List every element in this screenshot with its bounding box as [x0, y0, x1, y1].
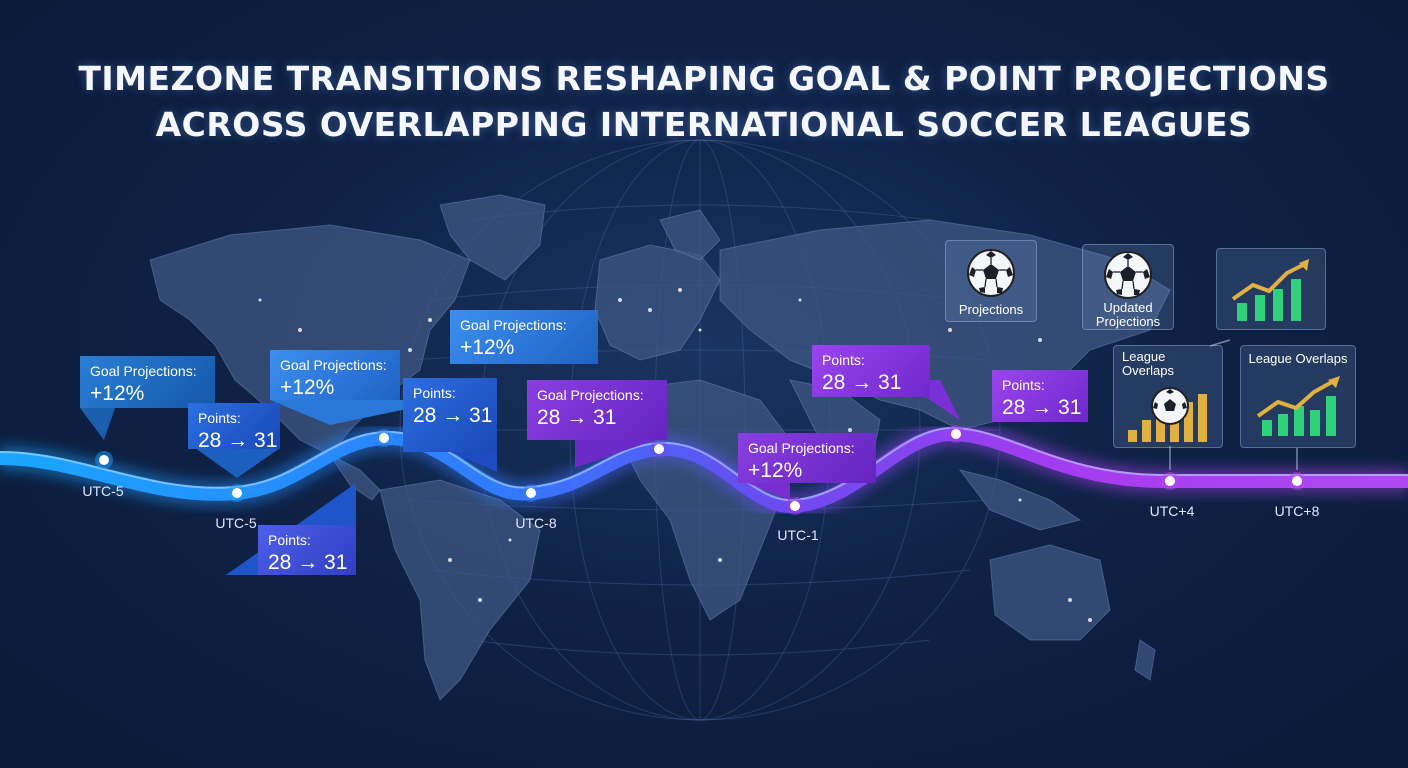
node-utc+8: [1288, 472, 1306, 490]
node-mid-a: [375, 429, 393, 447]
card-league-line2: Overlaps: [1122, 363, 1175, 378]
growth-chart-icon: [1231, 259, 1309, 321]
callout-label: Points:: [413, 385, 456, 401]
card-growth-chart: [1216, 248, 1326, 330]
timezone-label: UTC-5: [82, 483, 124, 499]
timezone-label: UTC-5: [215, 515, 257, 531]
node-utc-1: [786, 497, 804, 515]
timezone-label: UTC-1: [777, 527, 819, 543]
callout-points-1: Points: 28 → 31: [188, 403, 280, 453]
callout-goal-projections-2: Goal Projections: +12%: [270, 350, 400, 400]
bar-chart-icon: [1128, 387, 1207, 442]
callout-value: +12%: [460, 336, 515, 360]
callout-label: Goal Projections:: [280, 357, 387, 373]
card-league-overlaps-2: League Overlaps: [1240, 345, 1356, 448]
node-utc-5-b: [228, 484, 246, 502]
timezone-label: UTC+4: [1149, 503, 1195, 519]
callout-points-3: Points: 28 → 31: [403, 378, 497, 452]
callout-value: 28 → 31: [413, 404, 493, 428]
callout-value: +12%: [280, 376, 335, 400]
card-updated-projections: Updated Projections: [1082, 244, 1174, 330]
timezone-label: UTC+8: [1274, 503, 1320, 519]
callout-label: Goal Projections:: [748, 440, 855, 456]
callout-label: Goal Projections:: [90, 363, 197, 379]
callout-goal-projections-1: Goal Projections: +12%: [80, 356, 215, 408]
callout-goal-projections-4: Goal Projections: 28 → 31: [527, 380, 667, 440]
card-updated-line2: Projections: [1095, 314, 1161, 329]
card-projections-label: Projections: [958, 302, 1024, 317]
callout-goal-projections-3: Goal Projections: +12%: [450, 310, 598, 364]
callout-label: Points:: [822, 352, 865, 368]
callout-points-4: Points: 28 → 31: [812, 345, 930, 397]
node-mid-c: [947, 425, 965, 443]
callout-label: Points:: [1002, 377, 1045, 393]
node-utc-5-a: [95, 451, 113, 469]
growth-chart-icon: [1256, 376, 1340, 436]
callout-value: 28 → 31: [268, 551, 348, 575]
card-projections: Projections: [945, 240, 1037, 322]
soccer-ball-icon: [1151, 387, 1189, 425]
callout-points-2: Points: 28 → 31: [258, 525, 356, 575]
card-league-overlaps-label: League Overlaps: [1248, 351, 1348, 366]
callout-label: Points:: [198, 410, 241, 426]
title-line-1: TIMEZONE TRANSITIONS RESHAPING GOAL & PO…: [78, 59, 1330, 98]
card-updated-line1: Updated: [1103, 300, 1153, 315]
node-utc-8: [522, 484, 540, 502]
soccer-ball-icon: [1104, 251, 1152, 299]
card-league-overlaps-1: League Overlaps: [1113, 345, 1223, 448]
page-title: TIMEZONE TRANSITIONS RESHAPING GOAL & PO…: [0, 56, 1408, 148]
callout-value: 28 → 31: [1002, 396, 1082, 420]
callout-label: Goal Projections:: [460, 317, 567, 333]
timezone-nodes: [95, 425, 1306, 515]
callout-goal-projections-5: Goal Projections: +12%: [738, 433, 876, 483]
callout-value: 28 → 31: [537, 406, 617, 430]
timezone-label: UTC-8: [515, 515, 557, 531]
card-connectors: [1169, 339, 1298, 470]
soccer-ball-icon: [967, 249, 1015, 297]
title-line-2: ACROSS OVERLAPPING INTERNATIONAL SOCCER …: [155, 105, 1253, 144]
callout-value: +12%: [90, 382, 145, 406]
callout-label: Points:: [268, 532, 311, 548]
callout-value: +12%: [748, 459, 803, 483]
callout-label: Goal Projections:: [537, 387, 644, 403]
callout-value: 28 → 31: [822, 371, 902, 395]
node-utc+4: [1161, 472, 1179, 490]
node-mid-b: [650, 440, 668, 458]
card-league-line1: League: [1122, 349, 1166, 364]
callout-points-5: Points: 28 → 31: [992, 370, 1088, 422]
callout-value: 28 → 31: [198, 429, 278, 453]
